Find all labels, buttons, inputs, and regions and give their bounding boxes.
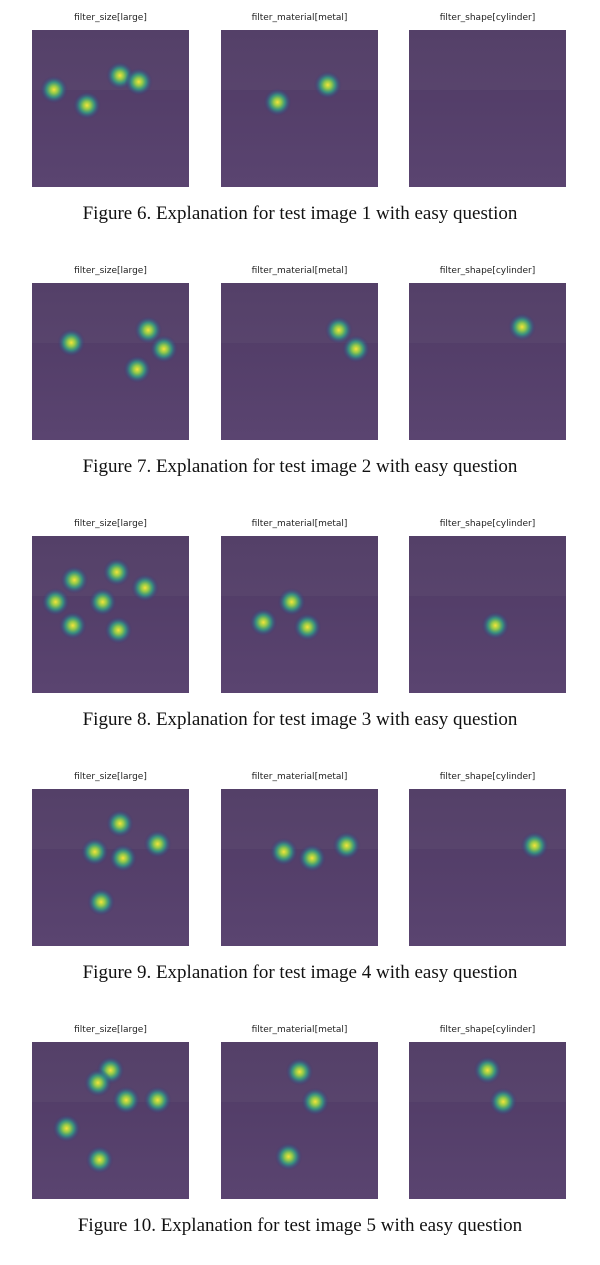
attention-heatmap (409, 283, 566, 440)
figure-caption: Figure 7. Explanation for test image 2 w… (82, 456, 518, 477)
attention-hotspot (88, 587, 117, 616)
attention-hotspot (39, 75, 68, 104)
attention-hotspot (332, 831, 361, 860)
attention-hotspot (109, 844, 138, 873)
panel-title: filter_shape[cylinder] (439, 13, 536, 23)
scene-backdrop (221, 283, 378, 343)
attention-hotspot (41, 587, 70, 616)
scene-backdrop (409, 283, 566, 343)
scene-backdrop (32, 283, 189, 343)
attention-heatmap (32, 536, 189, 693)
attention-heatmap (32, 30, 189, 187)
attention-hotspot (489, 1087, 518, 1116)
figure-caption: Figure 10. Explanation for test image 5 … (77, 1215, 523, 1236)
attention-hotspot (481, 611, 510, 640)
attention-hotspot (274, 1142, 303, 1171)
attention-hotspot (60, 565, 89, 594)
panel-title: filter_material[metal] (251, 772, 348, 782)
attention-hotspot (80, 837, 109, 866)
attention-hotspot (104, 616, 133, 645)
attention-hotspot (520, 831, 549, 860)
attention-hotspot (52, 1114, 81, 1143)
scene-backdrop (409, 536, 566, 596)
panel-title: filter_size[large] (74, 13, 147, 23)
attention-heatmap (32, 1042, 189, 1199)
panel-title: filter_size[large] (74, 519, 147, 529)
attention-hotspot (508, 312, 537, 341)
attention-heatmap (409, 30, 566, 187)
attention-hotspot (143, 1086, 172, 1115)
figure-caption: Figure 6. Explanation for test image 1 w… (82, 203, 518, 224)
attention-hotspot (277, 587, 306, 616)
heatmap-background (32, 30, 189, 187)
figure-10: filter_size[large] filter_material[metal]… (0, 1012, 600, 1265)
panel-title: filter_shape[cylinder] (439, 1025, 536, 1035)
attention-heatmap (32, 789, 189, 946)
panel-title: filter_material[metal] (251, 519, 348, 529)
heatmap-background (221, 536, 378, 693)
attention-hotspot (342, 334, 371, 363)
attention-heatmap (221, 789, 378, 946)
attention-hotspot (87, 888, 116, 917)
attention-heatmap (409, 536, 566, 693)
attention-hotspot (102, 558, 131, 587)
attention-hotspot (285, 1057, 314, 1086)
heatmap-background (221, 789, 378, 946)
figure-caption: Figure 9. Explanation for test image 4 w… (82, 962, 518, 983)
attention-hotspot (85, 1145, 114, 1174)
panel-title: filter_size[large] (74, 772, 147, 782)
attention-hotspot (123, 355, 152, 384)
attention-hotspot (298, 844, 327, 873)
attention-hotspot (324, 316, 353, 345)
attention-hotspot (124, 67, 153, 96)
attention-hotspot (57, 328, 86, 357)
attention-hotspot (269, 837, 298, 866)
attention-hotspot (143, 829, 172, 858)
attention-hotspot (263, 88, 292, 117)
heatmap-background (409, 30, 566, 187)
attention-hotspot (149, 334, 178, 363)
scene-backdrop (221, 536, 378, 596)
heatmap-background (409, 789, 566, 946)
figure-8: filter_size[large] filter_material[metal]… (0, 506, 600, 759)
attention-heatmap (32, 283, 189, 440)
attention-hotspot (58, 611, 87, 640)
panel-title: filter_material[metal] (251, 266, 348, 276)
attention-hotspot (301, 1087, 330, 1116)
panel-title: filter_material[metal] (251, 13, 348, 23)
attention-hotspot (313, 70, 342, 99)
attention-hotspot (134, 316, 163, 345)
figure-6: filter_size[large] filter_material[metal]… (0, 0, 600, 253)
attention-heatmap (221, 1042, 378, 1199)
figure-caption: Figure 8. Explanation for test image 3 w… (82, 709, 518, 730)
heatmap-background (221, 30, 378, 187)
heatmap-background (409, 283, 566, 440)
panel-title: filter_size[large] (74, 1025, 147, 1035)
attention-heatmap (409, 789, 566, 946)
scene-backdrop (409, 30, 566, 90)
attention-heatmap (221, 30, 378, 187)
panel-title: filter_size[large] (74, 266, 147, 276)
attention-hotspot (105, 809, 134, 838)
attention-hotspot (112, 1086, 141, 1115)
attention-heatmap (409, 1042, 566, 1199)
attention-hotspot (131, 573, 160, 602)
attention-hotspot (72, 91, 101, 120)
panel-title: filter_shape[cylinder] (439, 266, 536, 276)
attention-heatmap (221, 536, 378, 693)
figure-7: filter_size[large] filter_material[metal]… (0, 253, 600, 506)
scene-backdrop (221, 30, 378, 90)
attention-hotspot (293, 613, 322, 642)
panel-title: filter_shape[cylinder] (439, 772, 536, 782)
panel-title: filter_shape[cylinder] (439, 519, 536, 529)
attention-hotspot (83, 1068, 112, 1097)
panel-title: filter_material[metal] (251, 1025, 348, 1035)
attention-heatmap (221, 283, 378, 440)
attention-hotspot (473, 1056, 502, 1085)
figure-9: filter_size[large] filter_material[metal]… (0, 759, 600, 1012)
attention-hotspot (249, 608, 278, 637)
